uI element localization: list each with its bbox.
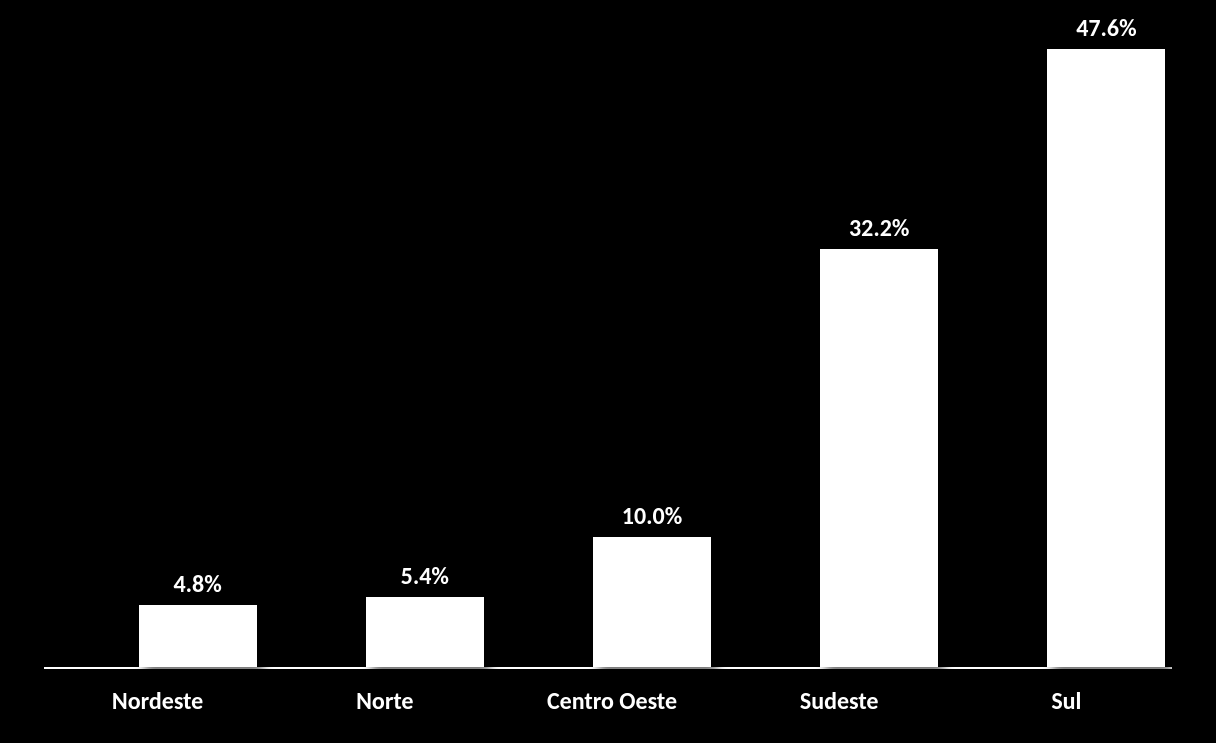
category-label-norte: Norte — [265, 687, 505, 716]
category-label-sudeste: Sudeste — [719, 687, 959, 716]
bar-norte — [366, 597, 484, 667]
bar-nordeste — [139, 605, 257, 667]
chart-frame: 4.8% 5.4% 10.0% 32.2% 47.6% Nordeste Nor… — [0, 0, 1216, 743]
value-label-sul: 47.6% — [1006, 14, 1206, 43]
bar-sudeste — [820, 249, 938, 667]
value-label-nordeste: 4.8% — [98, 570, 298, 599]
x-axis-baseline — [44, 667, 1172, 669]
category-label-centro-oeste: Centro Oeste — [492, 687, 732, 716]
value-label-norte: 5.4% — [325, 562, 525, 591]
category-label-nordeste: Nordeste — [38, 687, 278, 716]
value-label-sudeste: 32.2% — [779, 214, 979, 243]
bar-centro-oeste — [593, 537, 711, 667]
category-label-sul: Sul — [946, 687, 1186, 716]
plot-area: 4.8% 5.4% 10.0% 32.2% 47.6% — [44, 24, 1172, 669]
bar-sul — [1047, 49, 1165, 667]
value-label-centro-oeste: 10.0% — [552, 502, 752, 531]
